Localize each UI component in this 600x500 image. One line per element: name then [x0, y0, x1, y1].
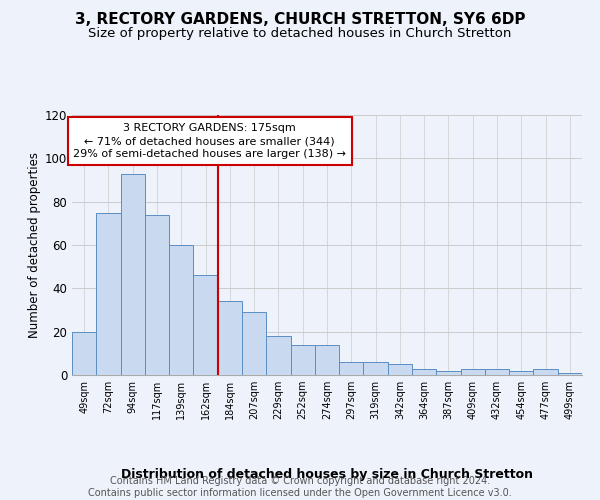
- Bar: [96, 212, 121, 375]
- Bar: [242, 312, 266, 375]
- Bar: [315, 344, 339, 375]
- Bar: [290, 344, 315, 375]
- Bar: [193, 276, 218, 375]
- Bar: [461, 368, 485, 375]
- Bar: [485, 368, 509, 375]
- Text: 3, RECTORY GARDENS, CHURCH STRETTON, SY6 6DP: 3, RECTORY GARDENS, CHURCH STRETTON, SY6…: [75, 12, 525, 28]
- Bar: [364, 362, 388, 375]
- X-axis label: Distribution of detached houses by size in Church Stretton: Distribution of detached houses by size …: [121, 468, 533, 481]
- Text: Contains HM Land Registry data © Crown copyright and database right 2024.
Contai: Contains HM Land Registry data © Crown c…: [88, 476, 512, 498]
- Text: 3 RECTORY GARDENS: 175sqm
← 71% of detached houses are smaller (344)
29% of semi: 3 RECTORY GARDENS: 175sqm ← 71% of detac…: [73, 123, 346, 159]
- Bar: [266, 336, 290, 375]
- Bar: [509, 370, 533, 375]
- Bar: [533, 368, 558, 375]
- Bar: [169, 245, 193, 375]
- Text: Size of property relative to detached houses in Church Stretton: Size of property relative to detached ho…: [88, 28, 512, 40]
- Bar: [218, 302, 242, 375]
- Bar: [339, 362, 364, 375]
- Bar: [388, 364, 412, 375]
- Bar: [412, 368, 436, 375]
- Bar: [558, 373, 582, 375]
- Bar: [145, 214, 169, 375]
- Bar: [436, 370, 461, 375]
- Bar: [121, 174, 145, 375]
- Bar: [72, 332, 96, 375]
- Y-axis label: Number of detached properties: Number of detached properties: [28, 152, 41, 338]
